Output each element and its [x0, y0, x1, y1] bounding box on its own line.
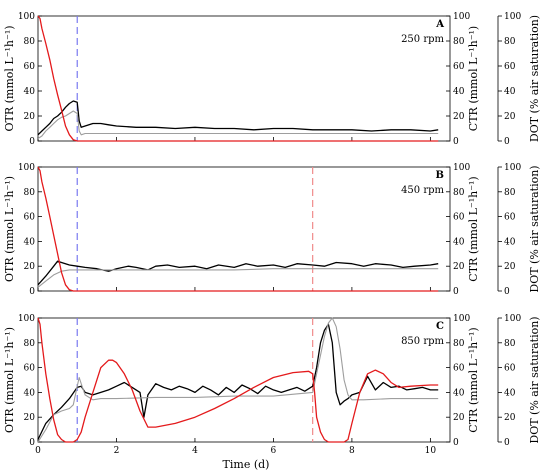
- ctr-tick-label: 0: [453, 438, 459, 448]
- otr-axis-label: OTR (mmol L⁻¹h⁻¹): [3, 176, 16, 282]
- series-ctr-line: [37, 268, 439, 288]
- dot-tick-label: 100: [504, 12, 521, 22]
- otr-tick-label: 80: [24, 188, 36, 198]
- series-otr-line: [37, 100, 439, 136]
- otr-tick-label: 100: [18, 12, 35, 22]
- dot-tick-label: 60: [504, 213, 516, 223]
- otr-tick-label: 20: [24, 413, 36, 423]
- x-tick-label: 2: [114, 446, 120, 456]
- panel-label: A: [435, 19, 444, 30]
- dot-axis-label: DOT (% air saturation): [528, 316, 541, 443]
- ctr-tick-label: 0: [453, 287, 459, 297]
- dot-tick-label: 20: [504, 262, 516, 272]
- ctr-tick-label: 80: [453, 188, 465, 198]
- ctr-tick-label: 40: [453, 388, 465, 398]
- ctr-axis-label: CTR (mmol L⁻¹h⁻¹): [467, 327, 480, 432]
- ctr-tick-label: 80: [453, 339, 465, 349]
- ctr-tick-label: 20: [453, 112, 465, 122]
- dot-tick-label: 0: [504, 287, 510, 297]
- dot-tick-label: 60: [504, 62, 516, 72]
- otr-tick-label: 60: [24, 213, 36, 223]
- otr-tick-label: 40: [24, 87, 36, 97]
- otr-tick-label: 80: [24, 339, 36, 349]
- x-axis-label: Time (d): [223, 458, 270, 471]
- x-tick-label: 8: [349, 446, 355, 456]
- series-ctr-line: [37, 317, 439, 443]
- ctr-tick-label: 60: [453, 213, 465, 223]
- dot-tick-label: 100: [504, 314, 521, 324]
- dot-tick-label: 40: [504, 87, 516, 97]
- dot-tick-label: 20: [504, 413, 516, 423]
- otr-tick-label: 0: [29, 287, 35, 297]
- dot-tick-label: 0: [504, 438, 510, 448]
- ctr-tick-label: 60: [453, 364, 465, 374]
- series-dot-line: [37, 15, 439, 142]
- dot-tick-label: 40: [504, 388, 516, 398]
- ctr-tick-label: 40: [453, 237, 465, 247]
- rpm-annotation: 850 rpm: [401, 336, 444, 347]
- x-tick-label: 10: [425, 446, 437, 456]
- ctr-axis-label: CTR (mmol L⁻¹h⁻¹): [467, 176, 480, 281]
- ctr-tick-label: 100: [453, 314, 470, 324]
- otr-tick-label: 100: [18, 314, 35, 324]
- dot-tick-label: 60: [504, 364, 516, 374]
- otr-tick-label: 20: [24, 112, 36, 122]
- dot-axis-label: DOT (% air saturation): [528, 165, 541, 292]
- plot-frame: [37, 15, 451, 142]
- ctr-tick-label: 100: [453, 163, 470, 173]
- plot-frame: [37, 317, 451, 443]
- x-tick-label: 6: [271, 446, 277, 456]
- ctr-tick-label: 20: [453, 262, 465, 272]
- x-tick-label: 0: [35, 446, 41, 456]
- rpm-annotation: 250 rpm: [401, 34, 444, 45]
- panel-label: C: [436, 321, 444, 332]
- rpm-annotation: 450 rpm: [401, 185, 444, 196]
- otr-tick-label: 20: [24, 262, 36, 272]
- ctr-tick-label: 100: [453, 12, 470, 22]
- ctr-tick-label: 60: [453, 62, 465, 72]
- ctr-tick-label: 0: [453, 137, 459, 147]
- dot-tick-label: 100: [504, 163, 521, 173]
- dot-tick-label: 80: [504, 37, 516, 47]
- dot-tick-label: 40: [504, 237, 516, 247]
- ctr-tick-label: 80: [453, 37, 465, 47]
- series-dot-line: [37, 317, 439, 443]
- otr-tick-label: 0: [29, 137, 35, 147]
- ctr-tick-label: 20: [453, 413, 465, 423]
- dot-axis-label: DOT (% air saturation): [528, 15, 541, 142]
- dot-tick-label: 80: [504, 339, 516, 349]
- series-otr-line: [37, 323, 439, 440]
- otr-tick-label: 80: [24, 37, 36, 47]
- otr-tick-label: 60: [24, 62, 36, 72]
- dot-tick-label: 20: [504, 112, 516, 122]
- otr-tick-label: 40: [24, 388, 36, 398]
- otr-tick-label: 0: [29, 438, 35, 448]
- otr-tick-label: 40: [24, 237, 36, 247]
- otr-axis-label: OTR (mmol L⁻¹h⁻¹): [3, 25, 16, 131]
- series-dot-line: [37, 166, 439, 292]
- series-ctr-line: [37, 110, 439, 139]
- panel-label: B: [436, 170, 444, 181]
- otr-tick-label: 60: [24, 364, 36, 374]
- dot-tick-label: 0: [504, 137, 510, 147]
- ctr-axis-label: CTR (mmol L⁻¹h⁻¹): [467, 26, 480, 131]
- x-tick-label: 4: [192, 446, 198, 456]
- otr-tick-label: 100: [18, 163, 35, 173]
- ctr-tick-label: 40: [453, 87, 465, 97]
- plot-frame: [37, 166, 451, 292]
- dot-tick-label: 80: [504, 188, 516, 198]
- series-otr-line: [37, 260, 439, 286]
- otr-axis-label: OTR (mmol L⁻¹h⁻¹): [3, 327, 16, 433]
